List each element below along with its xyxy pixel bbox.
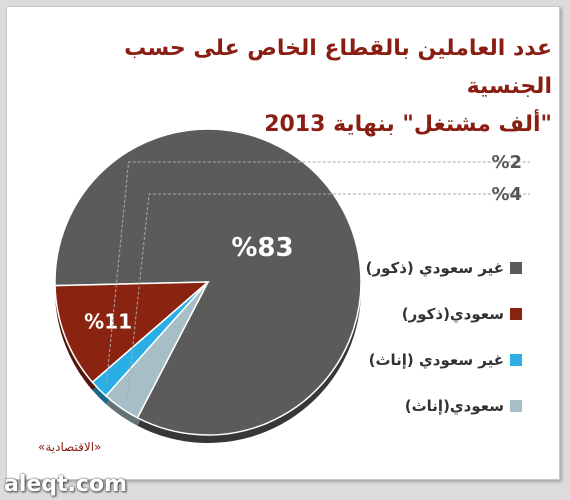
legend-item-2: غير سعودي (إناث) bbox=[366, 350, 522, 370]
legend-swatch-3 bbox=[510, 400, 522, 412]
pie-slice-1 bbox=[54, 281, 211, 384]
slice-label-3: %4 bbox=[491, 184, 522, 205]
slice-leader-2 bbox=[106, 161, 530, 382]
pie-slice-3 bbox=[104, 281, 209, 419]
legend-label-2: غير سعودي (إناث) bbox=[368, 351, 504, 369]
slice-leader-3 bbox=[126, 193, 530, 400]
legend-swatch-0 bbox=[510, 262, 522, 274]
legend-item-3: سعودي(إناث) bbox=[366, 396, 522, 416]
slice-label-1: %11 bbox=[84, 310, 132, 334]
watermark: aleqt.com bbox=[4, 472, 128, 497]
chart-title: عدد العاملين بالقطاع الخاص على حسب الجنس… bbox=[32, 30, 552, 144]
title-line-2: "ألف مشتغل" بنهاية 2013 bbox=[264, 112, 552, 137]
legend: غير سعودي (ذكور) سعودي(ذكور) غير سعودي (… bbox=[366, 258, 522, 442]
slice-label-0: %83 bbox=[231, 233, 293, 263]
slice-label-2: %2 bbox=[491, 152, 522, 173]
legend-label-3: سعودي(إناث) bbox=[404, 397, 504, 415]
legend-swatch-1 bbox=[510, 308, 522, 320]
legend-swatch-2 bbox=[510, 354, 522, 366]
legend-label-0: غير سعودي (ذكور) bbox=[365, 259, 504, 277]
source-label: «الاقتصادية» bbox=[38, 440, 102, 454]
legend-label-1: سعودي(ذكور) bbox=[401, 305, 504, 323]
legend-item-0: غير سعودي (ذكور) bbox=[366, 258, 522, 278]
legend-item-1: سعودي(ذكور) bbox=[366, 304, 522, 324]
title-line-1: عدد العاملين بالقطاع الخاص على حسب الجنس… bbox=[124, 36, 552, 99]
